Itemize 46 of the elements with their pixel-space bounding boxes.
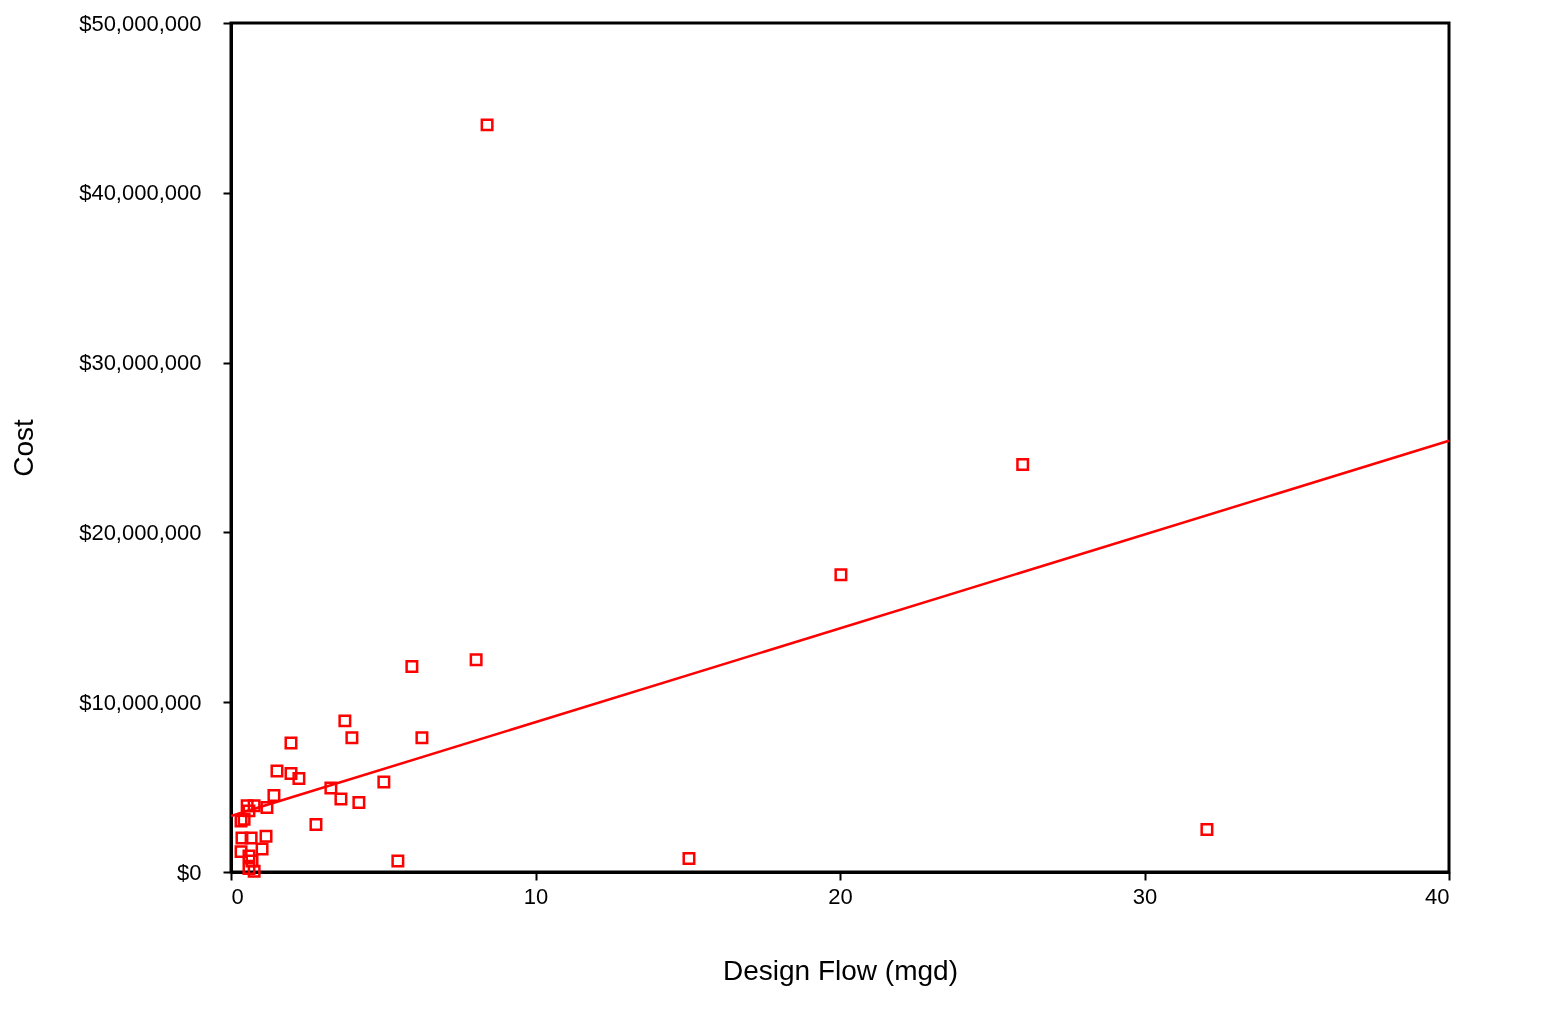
point bbox=[469, 653, 483, 667]
point bbox=[415, 731, 429, 745]
point bbox=[377, 775, 391, 789]
point bbox=[247, 864, 261, 878]
point bbox=[324, 781, 338, 795]
x-tick-label: 20 bbox=[828, 883, 853, 909]
x-axis-title: Design Flow (mgd) bbox=[723, 954, 958, 986]
y-tick-label: $0 bbox=[177, 859, 202, 885]
point bbox=[334, 792, 348, 806]
point bbox=[480, 118, 494, 132]
point bbox=[242, 862, 256, 876]
point bbox=[682, 851, 696, 865]
point bbox=[405, 660, 419, 674]
x-tick-label: 40 bbox=[1425, 883, 1450, 909]
x-tick-label: 30 bbox=[1132, 883, 1158, 909]
point bbox=[1200, 823, 1214, 837]
point bbox=[284, 736, 298, 750]
point bbox=[259, 829, 273, 843]
point bbox=[234, 845, 248, 859]
point bbox=[247, 799, 261, 813]
y-tick-label: $50,000,000 bbox=[79, 10, 202, 36]
y-tick-label: $10,000,000 bbox=[79, 689, 202, 715]
x-tick-label: 0 bbox=[231, 883, 244, 909]
point bbox=[242, 849, 256, 863]
point bbox=[352, 795, 366, 809]
point bbox=[284, 767, 298, 781]
point bbox=[240, 799, 254, 813]
point bbox=[834, 568, 848, 582]
y-tick-label: $30,000,000 bbox=[79, 350, 202, 376]
y-tick-label: $20,000,000 bbox=[79, 519, 202, 545]
point bbox=[270, 764, 284, 778]
point bbox=[255, 842, 269, 856]
point bbox=[235, 831, 249, 845]
point bbox=[345, 731, 359, 745]
point bbox=[292, 772, 306, 786]
x-tick-label: 10 bbox=[523, 883, 549, 909]
point bbox=[267, 789, 281, 803]
point bbox=[242, 804, 256, 818]
point bbox=[244, 831, 258, 845]
point bbox=[260, 800, 274, 814]
point bbox=[309, 817, 323, 831]
point bbox=[391, 854, 405, 868]
y-axis-title: Cost bbox=[8, 419, 40, 477]
point bbox=[338, 714, 352, 728]
y-tick-label: $40,000,000 bbox=[79, 180, 202, 206]
point bbox=[1016, 457, 1030, 471]
